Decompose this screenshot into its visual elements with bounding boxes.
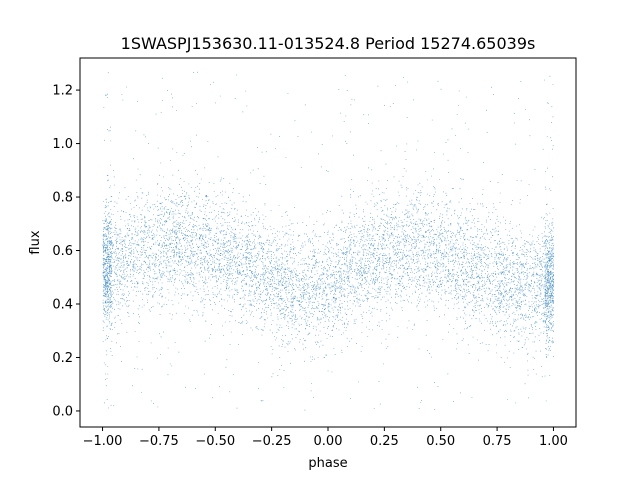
x-tick-label: 0.50 bbox=[426, 434, 455, 449]
y-tick-label: 0.8 bbox=[52, 191, 73, 206]
y-tick-label: 0.2 bbox=[52, 351, 73, 366]
x-tick-label: −0.50 bbox=[195, 434, 235, 449]
x-tick-label: −0.75 bbox=[139, 434, 179, 449]
y-tick-label: 1.2 bbox=[52, 84, 73, 99]
y-tick-label: 0.4 bbox=[52, 298, 73, 313]
chart-title: 1SWASPJ153630.11-013524.8 Period 15274.6… bbox=[121, 34, 536, 53]
x-tick-label: −1.00 bbox=[83, 434, 123, 449]
scatter-points bbox=[102, 71, 555, 411]
y-tick-label: 1.0 bbox=[52, 137, 73, 152]
y-axis: 0.0 0.2 0.4 0.6 0.8 1.0 1.2 bbox=[52, 84, 80, 419]
x-tick-label: 0.00 bbox=[314, 434, 343, 449]
x-tick-label: 0.25 bbox=[370, 434, 399, 449]
x-tick-label: 0.75 bbox=[483, 434, 512, 449]
x-axis: −1.00 −0.75 −0.50 −0.25 0.00 0.25 0.50 0.75 1.00 bbox=[83, 427, 568, 449]
y-tick-label: 0.0 bbox=[52, 404, 73, 419]
x-tick-label: −0.25 bbox=[252, 434, 292, 449]
x-tick-label: 1.00 bbox=[539, 434, 568, 449]
y-axis-label: flux bbox=[28, 230, 43, 254]
scatter-point-cloud bbox=[102, 71, 555, 411]
x-axis-label: phase bbox=[308, 456, 347, 471]
y-tick-label: 0.6 bbox=[52, 244, 73, 259]
